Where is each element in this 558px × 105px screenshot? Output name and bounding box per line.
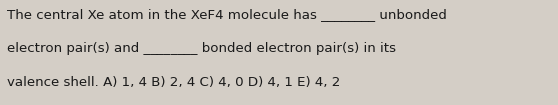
Text: valence shell. A) 1, 4 B) 2, 4 C) 4, 0 D) 4, 1 E) 4, 2: valence shell. A) 1, 4 B) 2, 4 C) 4, 0 D… (7, 76, 340, 89)
Text: The central Xe atom in the XeF4 molecule has ________ unbonded: The central Xe atom in the XeF4 molecule… (7, 8, 447, 21)
Text: electron pair(s) and ________ bonded electron pair(s) in its: electron pair(s) and ________ bonded ele… (7, 42, 396, 55)
